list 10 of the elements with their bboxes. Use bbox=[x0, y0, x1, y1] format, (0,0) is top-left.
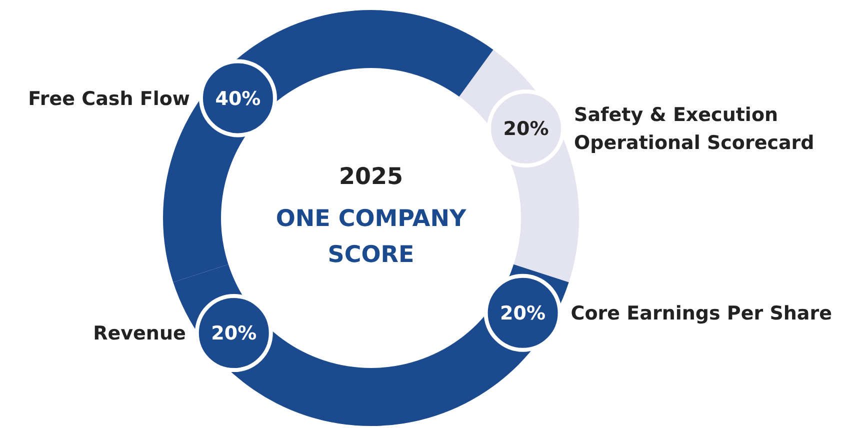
text: 2025 bbox=[338, 164, 404, 190]
slice-label: Core Earnings Per Share bbox=[570, 302, 832, 325]
slice-label: Safety & Execution Operational Scorecard bbox=[574, 104, 814, 154]
data-label: 40% bbox=[215, 88, 261, 110]
slice-label: Free Cash Flow bbox=[28, 88, 190, 110]
text: ONE COMPANY SCORE bbox=[276, 206, 466, 268]
data-label: 20% bbox=[500, 302, 546, 325]
slice-label: Revenue bbox=[93, 322, 186, 345]
data-label: 20% bbox=[211, 322, 257, 345]
data-label: 20% bbox=[503, 118, 549, 140]
